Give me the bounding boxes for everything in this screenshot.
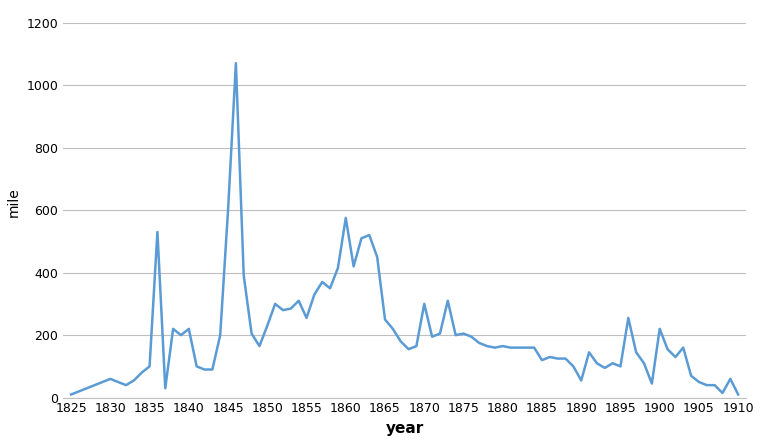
Y-axis label: mile: mile xyxy=(7,187,21,217)
X-axis label: year: year xyxy=(386,421,424,436)
